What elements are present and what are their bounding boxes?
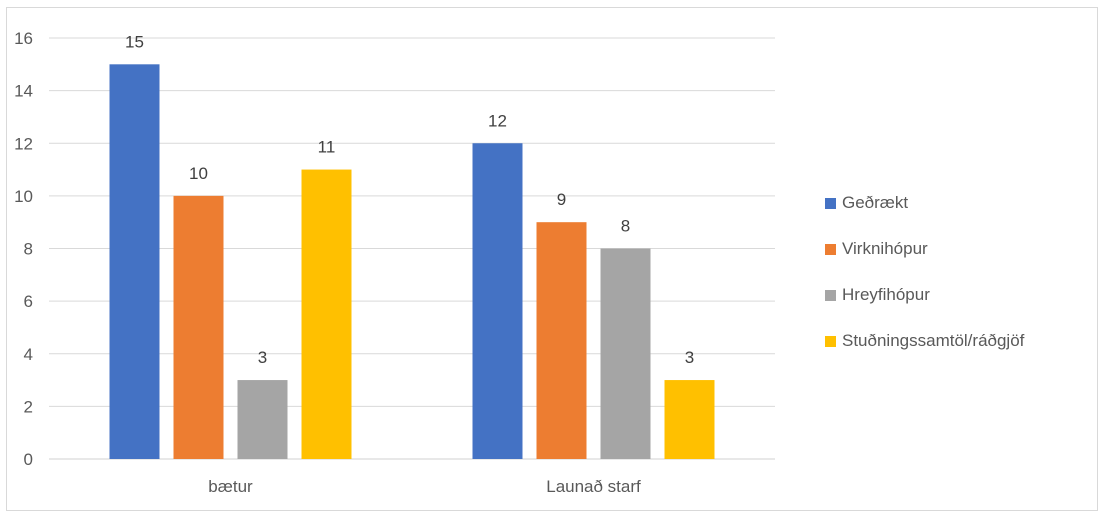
data-label: 8	[621, 217, 630, 236]
legend-swatch	[825, 289, 836, 301]
legend-item: Geðrækt	[825, 191, 1024, 215]
legend-swatch	[825, 197, 836, 209]
y-tick-label: 10	[14, 187, 33, 206]
bar	[301, 169, 352, 459]
legend-item: Stuðningssamtöl/ráðgjöf	[825, 329, 1024, 353]
y-tick-label: 0	[24, 450, 33, 469]
legend-item: Hreyfihópur	[825, 283, 1024, 307]
data-label: 15	[125, 32, 144, 51]
chart-frame: 0 2 4 6 8 10 12 14 16 15 10 3 11 12 9 8 3 bætur Launað s…	[6, 7, 1098, 511]
bar	[664, 380, 715, 459]
bar	[237, 380, 288, 459]
legend-label: Virknihópur	[842, 239, 928, 258]
y-axis-tick-labels: 0 2 4 6 8 10 12 14 16	[14, 29, 33, 469]
legend-label: Hreyfihópur	[842, 285, 930, 304]
data-label: 3	[258, 348, 267, 367]
legend: Geðrækt Virknihópur Hreyfihópur Stuðningssa…	[825, 191, 1024, 375]
bars	[109, 64, 715, 459]
legend-swatch	[825, 243, 836, 255]
bar	[173, 195, 224, 459]
bar	[536, 222, 587, 459]
y-tick-label: 16	[14, 29, 33, 48]
legend-label: Geðrækt	[842, 193, 909, 212]
data-label: 11	[318, 138, 336, 157]
legend-label: Stuðningssamtöl/ráðgjöf	[842, 331, 1025, 350]
bar-chart: 0 2 4 6 8 10 12 14 16 15 10 3 11 12 9 8 3 bætur Launað s…	[14, 29, 775, 496]
y-tick-label: 2	[24, 397, 33, 416]
y-tick-label: 6	[24, 292, 33, 311]
bar	[472, 143, 523, 459]
y-tick-label: 4	[24, 345, 33, 364]
y-tick-label: 12	[14, 134, 33, 153]
bar	[600, 248, 651, 459]
data-labels: 15 10 3 11 12 9 8 3	[125, 32, 694, 367]
bar	[109, 64, 160, 459]
x-category-label: Launað starf	[546, 477, 641, 496]
y-tick-label: 8	[24, 240, 33, 259]
data-label: 9	[557, 190, 566, 209]
legend-item: Virknihópur	[825, 237, 1024, 261]
data-label: 3	[685, 348, 694, 367]
x-category-label: bætur	[208, 477, 253, 496]
gridlines	[49, 37, 775, 460]
data-label: 12	[488, 111, 507, 130]
y-tick-label: 14	[14, 82, 33, 101]
data-label: 10	[189, 164, 208, 183]
legend-swatch	[825, 335, 836, 347]
x-axis-tick-labels: bætur Launað starf	[208, 477, 641, 496]
